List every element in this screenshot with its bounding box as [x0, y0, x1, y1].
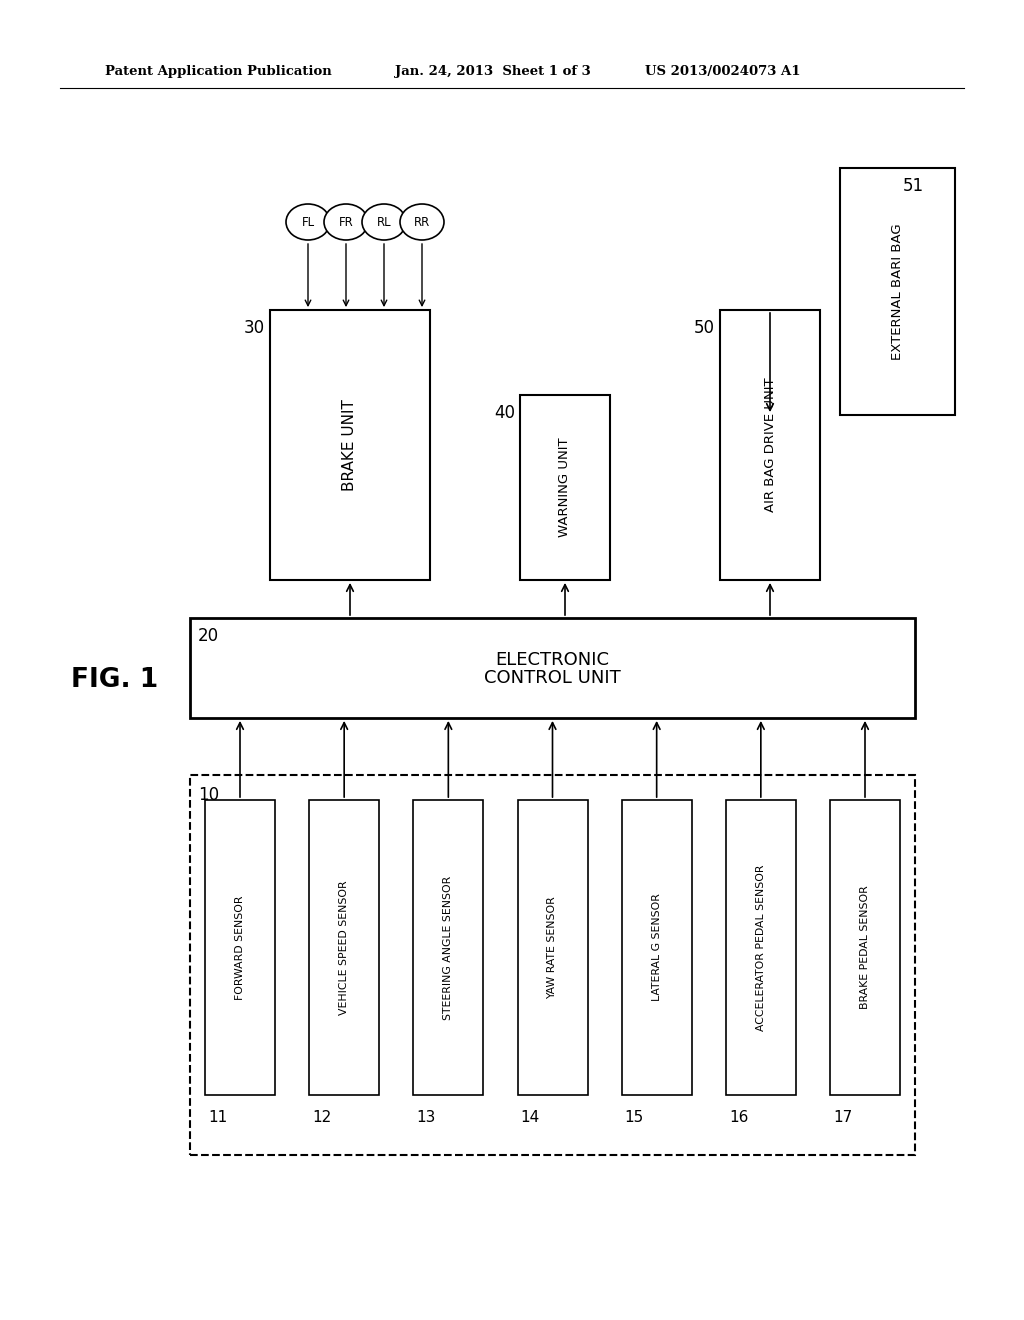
Text: 50: 50 — [694, 319, 715, 337]
Ellipse shape — [400, 205, 444, 240]
Text: 40: 40 — [494, 404, 515, 422]
Bar — [270, 310, 430, 579]
Bar — [830, 800, 900, 1096]
Ellipse shape — [362, 205, 406, 240]
Bar — [720, 310, 820, 579]
Bar — [622, 800, 691, 1096]
Text: 12: 12 — [312, 1110, 332, 1125]
Text: 16: 16 — [729, 1110, 749, 1125]
Text: 20: 20 — [198, 627, 219, 645]
Bar — [840, 168, 955, 414]
Text: 14: 14 — [520, 1110, 540, 1125]
Text: 17: 17 — [833, 1110, 852, 1125]
Bar — [414, 800, 483, 1096]
Bar — [726, 800, 796, 1096]
Bar — [517, 800, 588, 1096]
Text: STEERING ANGLE SENSOR: STEERING ANGLE SENSOR — [443, 875, 454, 1019]
Text: 51: 51 — [902, 177, 924, 195]
Text: US 2013/0024073 A1: US 2013/0024073 A1 — [645, 66, 801, 78]
Bar — [190, 775, 915, 1155]
Text: ELECTRONIC: ELECTRONIC — [496, 651, 609, 669]
Text: RL: RL — [377, 215, 391, 228]
Text: 15: 15 — [625, 1110, 644, 1125]
Text: BRAKE UNIT: BRAKE UNIT — [342, 399, 357, 491]
Ellipse shape — [286, 205, 330, 240]
Text: YAW RATE SENSOR: YAW RATE SENSOR — [548, 896, 557, 999]
Text: RR: RR — [414, 215, 430, 228]
Text: AIR BAG DRIVE UNIT: AIR BAG DRIVE UNIT — [764, 378, 776, 512]
Ellipse shape — [324, 205, 368, 240]
Text: FORWARD SENSOR: FORWARD SENSOR — [234, 895, 245, 999]
Text: BRAKE PEDAL SENSOR: BRAKE PEDAL SENSOR — [860, 886, 870, 1010]
Text: WARNING UNIT: WARNING UNIT — [558, 438, 571, 537]
Text: FIG. 1: FIG. 1 — [72, 667, 159, 693]
Text: EXTERNAL BARI BAG: EXTERNAL BARI BAG — [891, 223, 904, 360]
Text: 13: 13 — [417, 1110, 435, 1125]
Text: FR: FR — [339, 215, 353, 228]
Text: ACCELERATOR PEDAL SENSOR: ACCELERATOR PEDAL SENSOR — [756, 865, 766, 1031]
Text: CONTROL UNIT: CONTROL UNIT — [484, 669, 621, 686]
Text: 30: 30 — [244, 319, 265, 337]
Text: Jan. 24, 2013  Sheet 1 of 3: Jan. 24, 2013 Sheet 1 of 3 — [395, 66, 591, 78]
Text: FL: FL — [301, 215, 314, 228]
Bar — [205, 800, 275, 1096]
Text: Patent Application Publication: Patent Application Publication — [105, 66, 332, 78]
Text: 10: 10 — [198, 785, 219, 804]
Text: VEHICLE SPEED SENSOR: VEHICLE SPEED SENSOR — [339, 880, 349, 1015]
Bar — [520, 395, 610, 579]
Bar — [190, 618, 915, 718]
Text: LATERAL G SENSOR: LATERAL G SENSOR — [651, 894, 662, 1002]
Bar — [309, 800, 379, 1096]
Text: 11: 11 — [208, 1110, 227, 1125]
